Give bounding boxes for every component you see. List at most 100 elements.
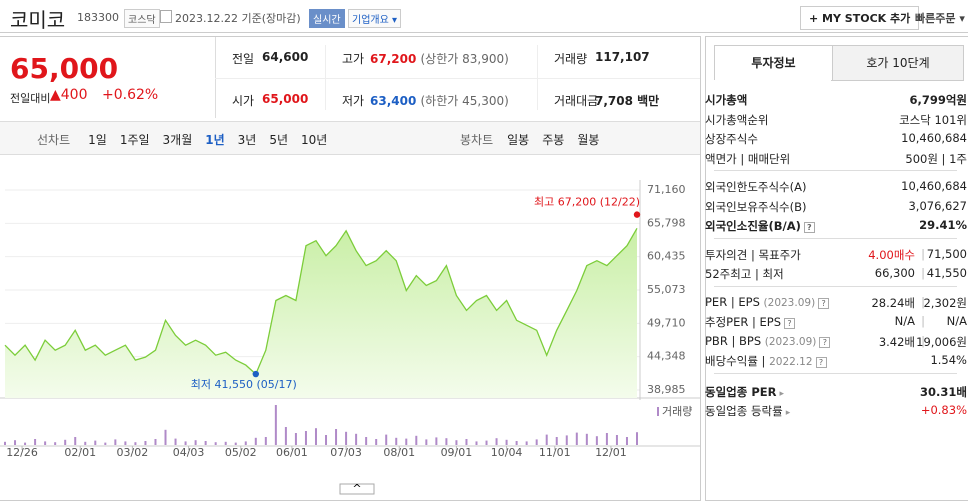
base-date: 2023.12.22 기준(장마감) — [175, 12, 301, 25]
divider — [831, 80, 963, 81]
info-value: 71,500 — [926, 246, 967, 261]
info-tab[interactable]: 투자정보 — [714, 45, 833, 80]
volume-bar — [314, 428, 317, 445]
realtime-badge[interactable]: 실시간 — [309, 9, 345, 28]
volume-bar — [575, 432, 578, 445]
stock-code: 183300 — [77, 11, 119, 24]
quote-value: 67,200 (상한가 83,900) — [370, 52, 509, 66]
info-row: 시가총액 6,799억원 — [705, 90, 967, 109]
info-label-text: 외국인소진율(B/A) — [705, 219, 801, 233]
divider — [537, 45, 538, 110]
info-label: 시가총액순위 — [705, 112, 768, 128]
volume-bar — [154, 439, 157, 445]
period-tab[interactable]: 5년 — [269, 133, 289, 147]
volume-bar — [355, 433, 358, 445]
quote-value: 65,000 — [262, 92, 309, 106]
info-tab[interactable]: 호가 10단계 — [833, 45, 964, 81]
volume-bar — [495, 438, 498, 445]
collapse-toggle[interactable] — [339, 483, 375, 495]
quick-order-text: 빠른주문 — [915, 12, 956, 25]
period-tab[interactable]: 3년 — [237, 133, 257, 147]
info-label: 배당수익률 | 2022.12? — [705, 353, 827, 369]
quote-value: 117,107 — [595, 50, 650, 64]
mystock-button[interactable]: + MY STOCK 추가 — [800, 6, 920, 30]
volume-bar — [284, 427, 287, 445]
separator: | — [921, 314, 925, 328]
info-value: 코스닥 101위 — [899, 112, 967, 127]
x-tick-label: 12/01 — [595, 446, 627, 459]
info-row: 동일업종 PER ▸ 30.31배 — [705, 382, 967, 401]
quick-order[interactable]: 빠른주문 ▾ — [915, 12, 965, 25]
volume-bar — [595, 436, 598, 445]
info-label-sub: 2022.12 — [769, 356, 813, 368]
period-tab[interactable]: 1주일 — [119, 133, 150, 147]
x-tick-label: 10/04 — [491, 446, 523, 459]
overview-button[interactable]: 기업개요 ▾ — [348, 9, 402, 28]
volume-bar — [615, 435, 618, 445]
period-tab[interactable]: 1일 — [88, 133, 107, 147]
info-label: 시가총액 — [705, 92, 747, 108]
volume-bar — [405, 438, 408, 445]
info-row: 외국인보유주식수(B) 3,076,627 — [705, 197, 967, 216]
divider — [215, 78, 700, 79]
info-row: 액면가 | 매매단위 500원 | 1주 — [705, 149, 967, 168]
quote-label: 거래대금 — [554, 94, 599, 108]
change-pct: +0.62% — [102, 87, 159, 103]
volume-bar — [525, 441, 528, 445]
candle-tab[interactable]: 주봉 — [542, 133, 565, 147]
info-value: N/A — [894, 314, 915, 328]
info-value: 10,460,684 — [901, 179, 967, 193]
period-tab[interactable]: 1년 — [205, 133, 225, 147]
volume-bar — [636, 432, 638, 445]
info-value: N/A — [946, 314, 967, 328]
line-tabs: 선차트 1일 1주일 3개월 1년 3년 5년 10년 — [37, 131, 340, 148]
tab-group-label: 봉차트 — [460, 133, 494, 147]
x-tick-label: 12/26 — [6, 446, 38, 459]
candle-tab[interactable]: 월봉 — [577, 133, 600, 147]
volume-bar — [114, 439, 117, 445]
volume-bar — [485, 440, 488, 445]
info-value: 19,006원 — [916, 334, 967, 349]
volume-bar — [415, 435, 418, 445]
volume-bar — [234, 442, 237, 445]
info-row: 외국인한도주식수(A) 10,460,684 — [705, 177, 967, 196]
price-chart: ^ 38,985 44,348 49,710 55,073 60,435 65,798 71… — [0, 180, 700, 495]
info-row: 상장주식수 10,460,684 — [705, 129, 967, 148]
volume-bar — [505, 439, 508, 445]
info-row: 52주최고 | 최저 66,300 41,550 | — [705, 264, 967, 283]
extreme-marker — [633, 211, 641, 218]
price-area — [5, 228, 637, 398]
x-tick-label: 09/01 — [441, 446, 473, 459]
period-tab[interactable]: 10년 — [301, 133, 328, 147]
y-tick-label: 60,435 — [647, 250, 686, 263]
x-tick-label: 06/01 — [276, 446, 308, 459]
quote-label: 시가 — [232, 94, 255, 108]
volume-bar — [74, 437, 77, 445]
quote-note: (상한가 83,900) — [420, 52, 509, 66]
info-value: 2,302원 — [923, 295, 967, 310]
info-row: PBR | BPS (2023.09)? 3.42배 19,006원 | — [705, 332, 967, 351]
tab-group-label: 선차트 — [37, 133, 71, 147]
info-label: 외국인소진율(B/A)? — [705, 218, 815, 234]
info-label-sub: (2023.09) — [763, 296, 816, 309]
volume-bar — [124, 441, 127, 445]
quote-value: 63,400 (하한가 45,300) — [370, 94, 509, 108]
x-tick-label: 05/02 — [225, 446, 257, 459]
volume-bar — [224, 441, 227, 445]
calendar-icon — [160, 10, 172, 23]
candle-tab[interactable]: 일봉 — [507, 133, 530, 147]
info-label: 외국인보유주식수(B) — [705, 199, 807, 215]
info-label: PER | EPS (2023.09)? — [705, 295, 830, 309]
volume-bar — [174, 438, 177, 445]
price-line — [4, 227, 638, 376]
volume-bar — [14, 440, 17, 445]
y-tick-label: 55,073 — [647, 283, 686, 296]
volume-bar — [585, 433, 588, 445]
info-row: PER | EPS (2023.09)? 28.24배 2,302원 | — [705, 293, 967, 312]
volume-bar — [194, 440, 197, 445]
x-tick-label: 08/01 — [383, 446, 415, 459]
info-row: 외국인소진율(B/A)? 29.41% — [705, 216, 967, 235]
period-tab[interactable]: 3개월 — [162, 133, 193, 147]
info-value: +0.83% — [920, 403, 967, 417]
info-row: 배당수익률 | 2022.12? 1.54% — [705, 351, 967, 370]
